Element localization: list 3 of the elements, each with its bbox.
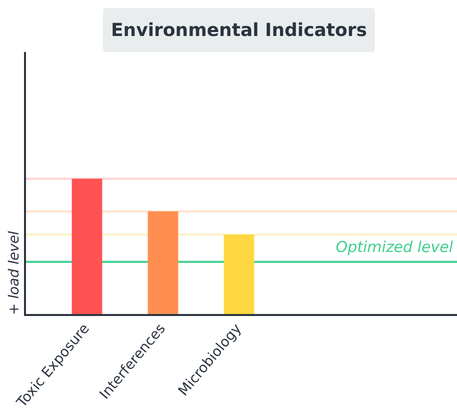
chart-title: Environmental Indicators — [103, 8, 375, 52]
ref-line-label: Optimized level — [336, 238, 454, 256]
y-axis-title: + load level — [6, 231, 23, 315]
